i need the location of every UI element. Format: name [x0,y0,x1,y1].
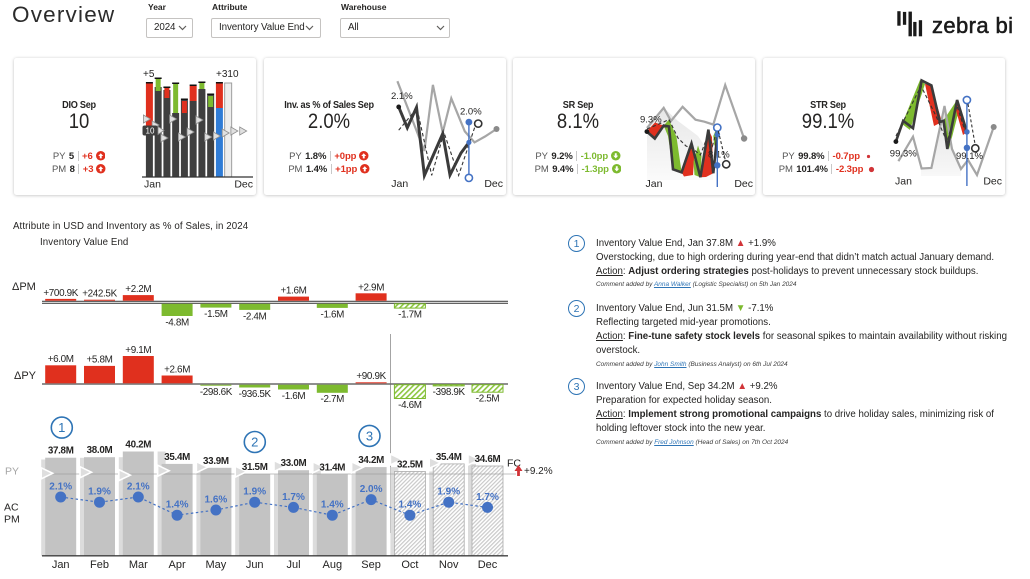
svg-text:99.3%: 99.3% [890,149,917,160]
svg-text:-398.9K: -398.9K [433,387,466,398]
svg-text:9.3%: 9.3% [640,115,662,126]
svg-text:ΔPM: ΔPM [12,281,36,293]
svg-text:10: 10 [146,127,155,136]
svg-text:Apr: Apr [169,559,186,571]
svg-text:Dec: Dec [234,179,253,191]
svg-text:PY: PY [5,466,19,478]
svg-text:May: May [206,559,227,571]
svg-text:+90.9K: +90.9K [356,371,386,382]
svg-text:Dec: Dec [478,559,498,571]
svg-text:Sep: Sep [361,559,381,571]
svg-text:-4.6M: -4.6M [398,400,422,411]
svg-text:1.7%: 1.7% [476,492,499,503]
svg-text:Jan: Jan [52,559,70,571]
svg-text:1.9%: 1.9% [437,487,460,498]
svg-text:+700.9K: +700.9K [43,288,78,299]
svg-text:40.2M: 40.2M [125,440,151,451]
svg-text:Dec: Dec [734,178,753,190]
svg-text:+1.6M: +1.6M [281,286,307,297]
svg-text:+2.2M: +2.2M [125,284,151,295]
svg-text:37.8M: 37.8M [48,446,74,457]
svg-text:zebra bi: zebra bi [932,13,1013,37]
svg-text:+6.0M: +6.0M [48,354,74,365]
svg-text:AC: AC [4,502,19,514]
svg-text:38.0M: 38.0M [87,445,113,456]
svg-text:2.1%: 2.1% [127,482,150,493]
svg-text:+5.8M: +5.8M [87,355,113,366]
svg-text:Nov: Nov [439,559,459,571]
svg-text:1.4%: 1.4% [166,500,189,511]
svg-text:35.4M: 35.4M [164,452,190,463]
svg-text:+2.6M: +2.6M [164,364,190,375]
svg-text:2.1%: 2.1% [49,482,72,493]
svg-text:+242.5K: +242.5K [82,289,117,300]
svg-text:Jan: Jan [144,179,161,191]
svg-text:-1.7M: -1.7M [398,310,422,321]
svg-text:+9.2%: +9.2% [524,466,553,477]
svg-text:34.6M: 34.6M [475,454,501,465]
svg-text:31.5M: 31.5M [242,462,268,473]
svg-text:Jun: Jun [246,559,264,571]
svg-text:-2.7M: -2.7M [321,394,345,405]
svg-text:Feb: Feb [90,559,109,571]
svg-text:1.4%: 1.4% [321,500,344,511]
svg-text:2.0%: 2.0% [460,107,482,118]
svg-text:Jan: Jan [391,178,408,190]
svg-text:-1.6M: -1.6M [321,309,345,320]
svg-text:-2.4M: -2.4M [243,311,267,322]
svg-text:Mar: Mar [129,559,148,571]
svg-text:2.0%: 2.0% [360,484,383,495]
svg-text:99.1%: 99.1% [956,151,983,162]
svg-text:-936.5K: -936.5K [239,389,272,400]
svg-text:34.2M: 34.2M [358,455,384,466]
svg-text:+2.9M: +2.9M [358,282,384,293]
svg-text:+9.1M: +9.1M [125,345,151,356]
svg-text:3: 3 [366,428,373,443]
svg-text:Aug: Aug [323,559,343,571]
svg-text:31.4M: 31.4M [319,462,345,473]
svg-text:1.9%: 1.9% [243,487,266,498]
svg-text:Jul: Jul [286,559,300,571]
svg-text:Oct: Oct [401,559,418,571]
svg-text:-298.6K: -298.6K [200,387,233,398]
svg-text:1.6%: 1.6% [205,495,228,506]
svg-text:8.1%: 8.1% [708,150,730,161]
svg-text:35.4M: 35.4M [436,452,462,463]
svg-text:1.9%: 1.9% [88,487,111,498]
svg-text:Dec: Dec [484,178,503,190]
svg-text:2: 2 [251,435,258,450]
svg-text:2.1%: 2.1% [391,91,413,102]
svg-text:1.4%: 1.4% [399,500,422,511]
svg-text:32.5M: 32.5M [397,460,423,471]
svg-text:Jan: Jan [895,176,912,188]
svg-text:ΔPY: ΔPY [14,370,37,382]
svg-text:+310: +310 [216,69,239,80]
svg-text:1.7%: 1.7% [282,492,305,503]
svg-text:-2.5M: -2.5M [476,394,500,405]
svg-text:1: 1 [58,420,65,435]
svg-text:-1.6M: -1.6M [282,391,306,402]
svg-text:-4.8M: -4.8M [165,318,189,329]
svg-text:PM: PM [4,514,20,526]
svg-text:33.0M: 33.0M [281,458,307,469]
svg-text:Dec: Dec [983,176,1002,188]
svg-text:33.9M: 33.9M [203,456,229,467]
svg-text:-1.5M: -1.5M [204,309,228,320]
svg-text:Jan: Jan [646,178,663,190]
svg-text:+5: +5 [143,69,155,80]
